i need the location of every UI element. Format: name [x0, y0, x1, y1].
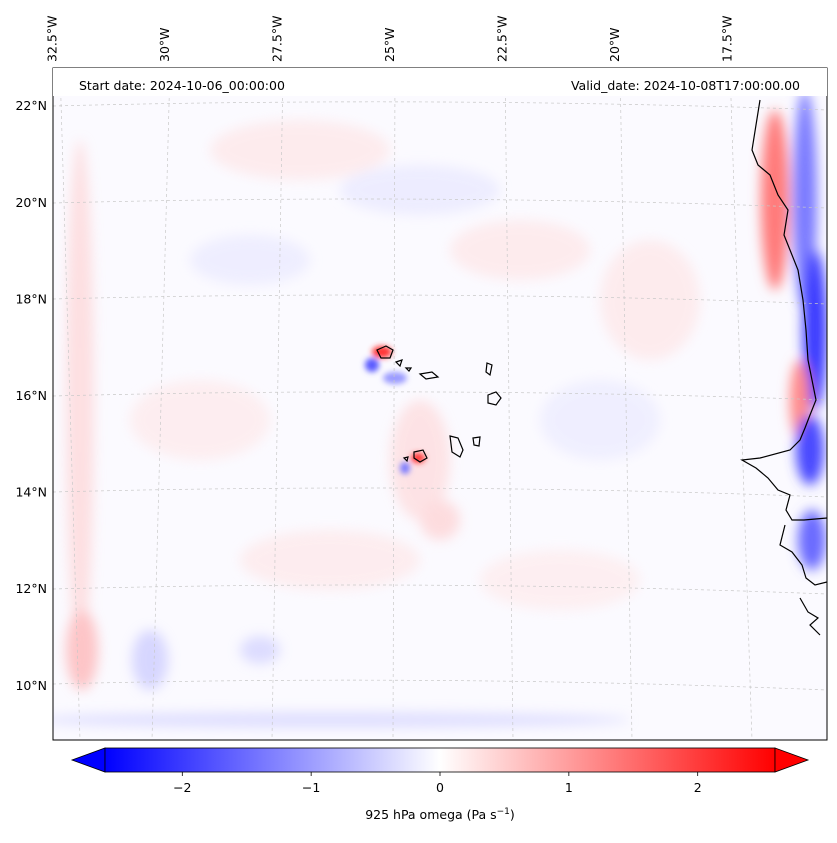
colorbar-tick-label: 1 [565, 780, 573, 795]
latitude-tick-label: 22°N [15, 98, 47, 113]
parallel-line [53, 584, 827, 595]
longitude-tick-label: 32.5°W [45, 16, 60, 62]
island-boa-vista [487, 391, 502, 406]
meridian-line [729, 68, 753, 740]
colorbar: −2 −1 0 1 2 925 hPa omega (Pa s−1) [70, 747, 810, 822]
colorbar-tick-label: 0 [436, 780, 444, 795]
colorbar-tick-label: 2 [694, 780, 702, 795]
longitude-tick-label: 27.5°W [270, 16, 285, 62]
island-maio [472, 436, 481, 447]
latitude-tick-label: 12°N [15, 581, 47, 596]
colorbar-gradient [104, 747, 776, 773]
island-santiago [449, 435, 464, 458]
island-sao-nicolau [418, 371, 440, 380]
longitude-labels: 32.5°W 30°W 27.5°W 25°W 22.5°W 20°W 17.5°W [45, 16, 735, 62]
parallel-line [53, 487, 827, 498]
longitude-tick-label: 30°W [157, 27, 172, 62]
colorbar-tick-label: −2 [173, 780, 191, 795]
longitude-tick-label: 20°W [607, 27, 622, 62]
parallel-line [53, 294, 827, 305]
longitude-tick-label: 22.5°W [495, 16, 510, 62]
graticule [53, 68, 827, 740]
africa-coastline [799, 597, 821, 636]
latitude-tick-label: 16°N [15, 388, 47, 403]
meridian-line [619, 68, 633, 740]
parallel-line [53, 391, 827, 401]
meridian-line [59, 68, 81, 740]
valid-date-label: Valid_date: 2024-10-08T17:00:00.00 [571, 78, 800, 93]
island-santo-antao [376, 345, 394, 359]
africa-coastline [740, 99, 827, 521]
parallel-line [53, 101, 827, 111]
meridian-line [271, 68, 284, 740]
latitude-tick-label: 10°N [15, 678, 47, 693]
island-sal [485, 362, 493, 377]
island-santa-luzia [404, 367, 413, 372]
latitude-tick-label: 20°N [15, 195, 47, 210]
meridian-line [151, 68, 171, 740]
meridian-line [392, 68, 396, 740]
colorbar-extend-high [774, 747, 810, 773]
island-fogo [413, 449, 428, 463]
longitude-tick-label: 17.5°W [720, 16, 735, 62]
longitude-tick-label: 25°W [382, 27, 397, 62]
meridian-line [504, 68, 514, 740]
parallel-line [53, 679, 827, 691]
colorbar-ticks: −2 −1 0 1 2 [173, 772, 702, 795]
africa-coastline [779, 524, 827, 586]
start-date-label: Start date: 2024-10-06_00:00:00 [79, 78, 285, 93]
parallel-line [53, 198, 827, 209]
coastline [376, 99, 827, 636]
island-brava [402, 456, 409, 463]
latitude-tick-label: 18°N [15, 291, 47, 306]
colorbar-extend-low [70, 747, 106, 773]
colorbar-tick-label: −1 [302, 780, 320, 795]
island-sao-vicente [394, 359, 403, 368]
latitude-labels: 22°N 20°N 18°N 16°N 14°N 12°N 10°N [15, 98, 47, 693]
colorbar-label: 925 hPa omega (Pa s−1) [365, 807, 515, 822]
latitude-tick-label: 14°N [15, 485, 47, 500]
